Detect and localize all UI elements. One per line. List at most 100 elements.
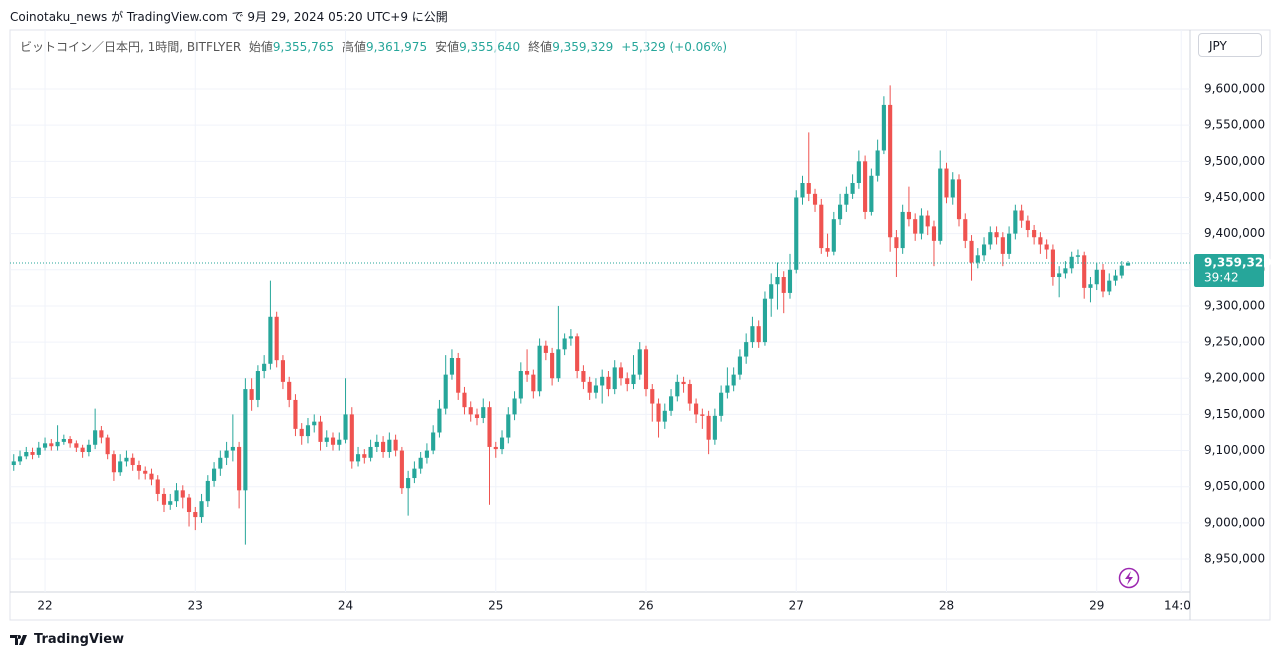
candle-body <box>694 403 699 415</box>
candle-body <box>412 468 417 479</box>
change: +5,329 (+0.06%) <box>621 40 728 54</box>
candle-body <box>975 255 980 263</box>
candle-body <box>537 345 542 392</box>
candle-body <box>249 389 254 400</box>
candle-body <box>625 378 630 385</box>
candle-body <box>637 349 642 375</box>
candle-body <box>668 396 674 411</box>
candle-body <box>806 183 811 194</box>
candle-body <box>762 298 768 343</box>
candle-body <box>744 342 749 357</box>
currency-button[interactable]: JPY <box>1198 33 1262 57</box>
candle-body <box>105 437 110 455</box>
ohlc-label: 始値 <box>248 40 273 54</box>
candle-body <box>550 352 555 379</box>
candle-body <box>255 371 260 400</box>
candle-body <box>656 403 661 422</box>
candle-body <box>906 211 911 220</box>
candle-body <box>575 336 580 372</box>
ohlc-value: 9,355,765 <box>272 40 334 54</box>
y-tick-label: 9,300,000 <box>1204 298 1265 312</box>
x-tick-label: 26 <box>638 599 653 613</box>
alert-bolt <box>1125 571 1133 585</box>
last-price-box <box>1194 254 1264 288</box>
candle-body <box>381 441 386 453</box>
chart-frame <box>9 29 1271 621</box>
candle-body <box>581 371 586 382</box>
axes: 8,950,000 9,000,000 9,050,000 9,100,000 9,15… <box>37 82 1271 613</box>
candle-body <box>1125 263 1131 266</box>
candle-body <box>499 437 505 450</box>
y-tick-label: 9,600,000 <box>1204 82 1265 96</box>
candle-body <box>1013 210 1018 234</box>
candle-body <box>675 381 680 397</box>
candle-body <box>55 441 60 447</box>
candle-body <box>24 452 29 457</box>
candle-body <box>368 446 373 458</box>
candle-body <box>931 226 937 241</box>
y-tick-label: 9,100,000 <box>1204 443 1265 457</box>
candle-body <box>143 470 148 474</box>
y-tick-label: 9,000,000 <box>1204 515 1265 529</box>
candle-body <box>512 398 517 415</box>
candle-body <box>800 183 805 198</box>
candle-body <box>362 454 367 458</box>
candle-body <box>612 367 617 390</box>
candle-body <box>1063 268 1068 274</box>
candle-body <box>1113 275 1118 281</box>
candle-body <box>218 457 223 469</box>
candle-body <box>399 450 404 489</box>
candle-body <box>324 437 329 442</box>
x-tick-label: 23 <box>188 599 203 613</box>
candle-body <box>474 414 480 419</box>
candle-body <box>593 385 598 393</box>
candle-body <box>562 338 567 350</box>
y-tick-label: 9,200,000 <box>1204 371 1265 385</box>
candle-body <box>274 316 279 361</box>
alert-icon[interactable] <box>1118 567 1140 589</box>
candle-body <box>869 175 874 212</box>
candle-body <box>443 374 448 409</box>
x-tick-label: 25 <box>488 599 503 613</box>
candle-body <box>712 415 717 440</box>
candle-body <box>462 392 467 408</box>
candle-body <box>781 277 786 293</box>
candle-body <box>374 441 379 447</box>
candle-body <box>268 316 273 364</box>
candle-body <box>681 381 686 385</box>
symbol: ビットコイン／日本円, 1時間, BITFLYER <box>20 40 242 54</box>
candle-body <box>1025 220 1030 231</box>
logo <box>10 635 27 645</box>
candle-body <box>737 356 742 375</box>
candle-body <box>262 363 267 372</box>
candle-body <box>318 421 323 442</box>
candle-body <box>1057 273 1062 278</box>
x-tick-label: 14:00 <box>1164 599 1199 613</box>
candle-body <box>149 473 154 480</box>
candle-body <box>118 461 123 473</box>
y-tick-label: 9,050,000 <box>1204 479 1265 493</box>
candle-body <box>449 358 455 375</box>
candle-body <box>180 490 185 498</box>
candle-body <box>30 452 35 455</box>
candle-body <box>531 374 536 392</box>
candle-body <box>687 384 692 404</box>
candle-body <box>875 150 880 176</box>
candle-body <box>1038 237 1043 245</box>
candle-body <box>756 326 761 343</box>
candle-body <box>888 104 893 238</box>
candle-body <box>68 438 73 444</box>
countdown-label: 39:42 <box>1204 271 1239 285</box>
ohlc-value: 9,359,329 <box>552 40 614 54</box>
candle-body <box>99 430 104 438</box>
y-tick-label: 9,550,000 <box>1204 118 1265 132</box>
candle-body <box>11 461 16 466</box>
candle-body <box>963 219 968 241</box>
candle-body <box>456 358 461 393</box>
candle-body <box>174 490 179 502</box>
candle-body <box>193 512 198 518</box>
candle-body <box>969 240 974 263</box>
candle-body <box>606 376 611 390</box>
symbol-legend: ビットコイン／日本円, 1時間, BITFLYER 始値9,355,765 高値9… <box>20 38 735 55</box>
